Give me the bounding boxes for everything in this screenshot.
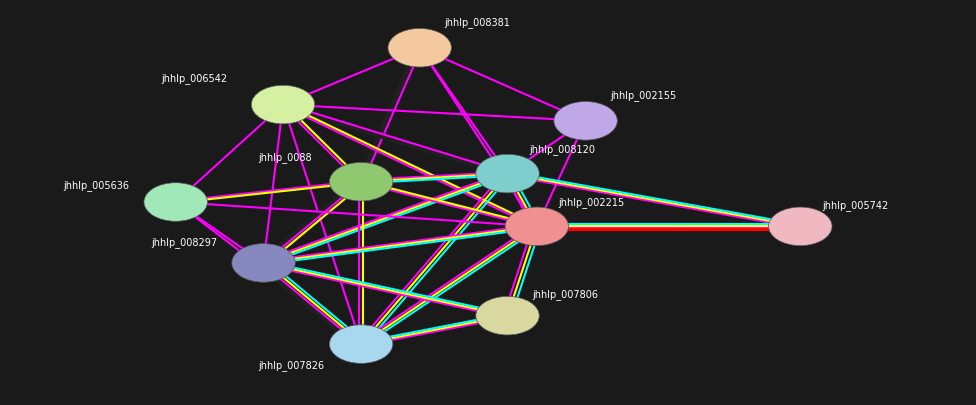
Text: jhhlp_0088: jhhlp_0088 bbox=[259, 152, 312, 163]
Ellipse shape bbox=[329, 163, 393, 202]
Ellipse shape bbox=[476, 155, 539, 194]
Text: jhhlp_005742: jhhlp_005742 bbox=[822, 200, 888, 211]
Ellipse shape bbox=[232, 244, 296, 283]
Ellipse shape bbox=[769, 207, 832, 246]
Text: jhhlp_006542: jhhlp_006542 bbox=[161, 73, 227, 84]
Text: jhhlp_008381: jhhlp_008381 bbox=[444, 17, 509, 28]
Ellipse shape bbox=[554, 102, 618, 141]
Ellipse shape bbox=[388, 30, 452, 68]
Text: jhhlp_008297: jhhlp_008297 bbox=[151, 237, 218, 248]
Ellipse shape bbox=[476, 296, 539, 335]
Ellipse shape bbox=[144, 183, 208, 222]
Text: jhhlp_007826: jhhlp_007826 bbox=[259, 360, 325, 371]
Ellipse shape bbox=[329, 325, 393, 364]
Text: jhhlp_002215: jhhlp_002215 bbox=[558, 196, 625, 207]
Text: jhhlp_008120: jhhlp_008120 bbox=[529, 144, 595, 155]
Text: jhhlp_005636: jhhlp_005636 bbox=[63, 179, 130, 190]
Ellipse shape bbox=[251, 86, 314, 125]
Text: jhhlp_007806: jhhlp_007806 bbox=[532, 288, 598, 299]
Text: jhhlp_002155: jhhlp_002155 bbox=[610, 90, 676, 100]
Ellipse shape bbox=[506, 207, 569, 246]
